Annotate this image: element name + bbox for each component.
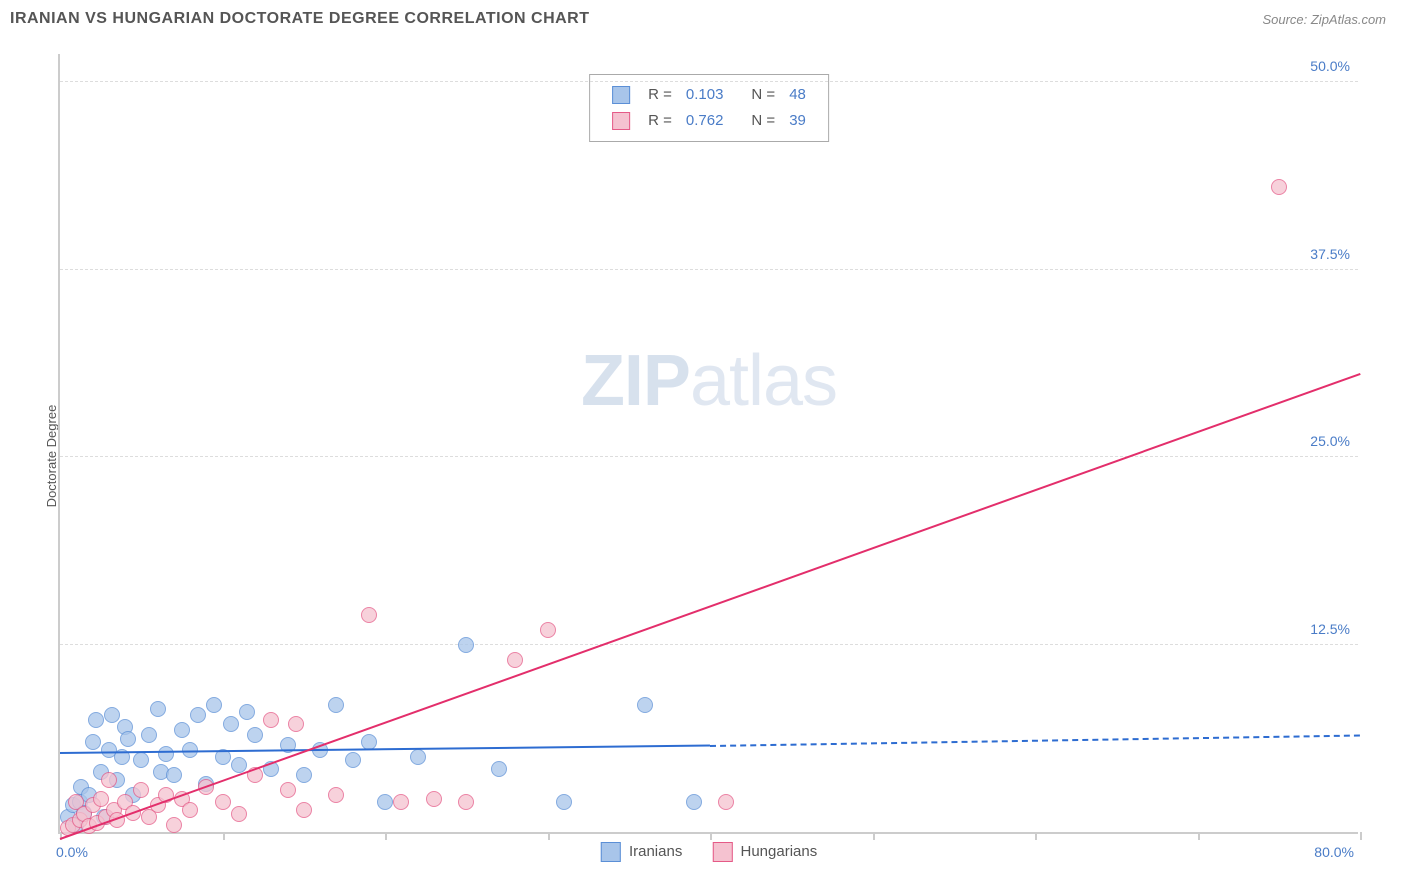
data-point (133, 782, 149, 798)
plot-area: ZIPatlas R =0.103N =48R =0.762N =39 Iran… (58, 54, 1358, 834)
x-tick (710, 832, 712, 840)
data-point (637, 697, 653, 713)
series-legend-item: Hungarians (712, 842, 817, 862)
x-tick (548, 832, 550, 840)
data-point (288, 716, 304, 732)
data-point (296, 802, 312, 818)
data-point (345, 752, 361, 768)
trend-line (710, 734, 1360, 746)
data-point (101, 772, 117, 788)
data-point (458, 637, 474, 653)
stats-row: R =0.103N =48 (606, 83, 812, 107)
data-point (507, 652, 523, 668)
data-point (328, 697, 344, 713)
data-point (182, 802, 198, 818)
data-point (263, 712, 279, 728)
data-point (426, 791, 442, 807)
data-point (280, 782, 296, 798)
series-legend: Iranians Hungarians (601, 842, 817, 862)
series-legend-item: Iranians (601, 842, 683, 862)
stats-row: R =0.762N =39 (606, 109, 812, 133)
y-tick-label: 37.5% (1310, 246, 1350, 262)
y-tick-label: 25.0% (1310, 433, 1350, 449)
x-tick (1360, 832, 1362, 840)
x-tick (385, 832, 387, 840)
data-point (158, 746, 174, 762)
data-point (174, 722, 190, 738)
data-point (239, 704, 255, 720)
watermark: ZIPatlas (581, 340, 837, 422)
data-point (120, 731, 136, 747)
chart-title: IRANIAN VS HUNGARIAN DOCTORATE DEGREE CO… (10, 10, 590, 28)
data-point (1271, 179, 1287, 195)
gridline (60, 456, 1358, 457)
data-point (190, 707, 206, 723)
data-point (206, 697, 222, 713)
data-point (166, 817, 182, 833)
data-point (718, 794, 734, 810)
data-point (393, 794, 409, 810)
data-point (328, 787, 344, 803)
correlation-stats-legend: R =0.103N =48R =0.762N =39 (589, 74, 829, 142)
data-point (686, 794, 702, 810)
data-point (458, 794, 474, 810)
data-point (150, 701, 166, 717)
gridline (60, 644, 1358, 645)
x-tick (1198, 832, 1200, 840)
y-axis-label: Doctorate Degree (44, 405, 59, 508)
data-point (104, 707, 120, 723)
data-point (410, 749, 426, 765)
trend-line (60, 373, 1361, 840)
x-axis-min-label: 0.0% (56, 844, 88, 860)
data-point (133, 752, 149, 768)
chart-container: Doctorate Degree ZIPatlas R =0.103N =48R… (10, 34, 1396, 878)
x-tick (873, 832, 875, 840)
data-point (491, 761, 507, 777)
data-point (377, 794, 393, 810)
gridline (60, 269, 1358, 270)
y-tick-label: 50.0% (1310, 58, 1350, 74)
data-point (166, 767, 182, 783)
y-tick-label: 12.5% (1310, 621, 1350, 637)
trend-line (60, 745, 710, 754)
x-tick (223, 832, 225, 840)
x-tick (1035, 832, 1037, 840)
x-axis-max-label: 80.0% (1314, 844, 1354, 860)
data-point (247, 727, 263, 743)
data-point (231, 757, 247, 773)
data-point (556, 794, 572, 810)
data-point (296, 767, 312, 783)
data-point (361, 607, 377, 623)
data-point (85, 734, 101, 750)
data-point (141, 727, 157, 743)
data-point (223, 716, 239, 732)
data-point (88, 712, 104, 728)
gridline (60, 81, 1358, 82)
data-point (215, 794, 231, 810)
data-point (231, 806, 247, 822)
source-attribution: Source: ZipAtlas.com (1262, 12, 1386, 27)
data-point (540, 622, 556, 638)
